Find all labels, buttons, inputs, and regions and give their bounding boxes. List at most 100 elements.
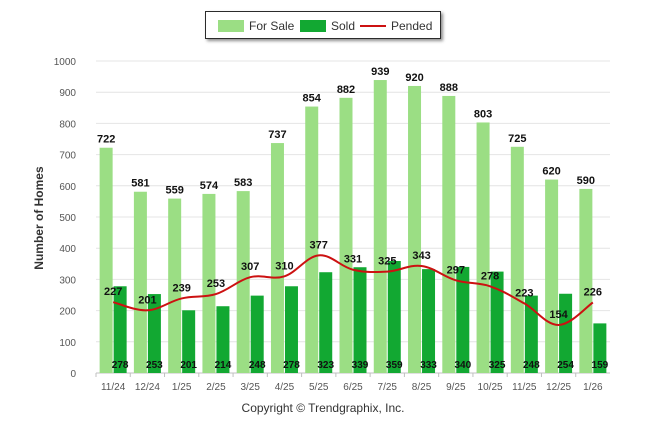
bar-for-sale bbox=[373, 80, 387, 374]
x-tick-label: 12/25 bbox=[546, 382, 571, 393]
data-label-for-sale: 920 bbox=[405, 72, 423, 84]
bar-sold bbox=[559, 293, 573, 373]
y-tick-label: 0 bbox=[70, 369, 76, 380]
data-label-pended: 226 bbox=[584, 286, 602, 298]
data-label-pended: 310 bbox=[275, 260, 293, 272]
x-tick-label: 7/25 bbox=[378, 382, 398, 393]
bar-sold bbox=[113, 286, 127, 373]
bar-for-sale bbox=[305, 106, 319, 373]
data-label-pended: 154 bbox=[549, 309, 568, 321]
data-label-for-sale: 722 bbox=[97, 134, 115, 146]
bar-sold bbox=[284, 286, 298, 373]
data-label-for-sale: 803 bbox=[474, 108, 492, 120]
legend-label-sold: Sold bbox=[331, 19, 356, 33]
bar-sold bbox=[593, 323, 607, 373]
x-tick-label: 1/25 bbox=[172, 382, 192, 393]
line-pended bbox=[112, 254, 594, 326]
bar-for-sale bbox=[270, 143, 284, 373]
legend: For Sale Sold Pended bbox=[205, 11, 441, 39]
bar-for-sale bbox=[133, 191, 147, 373]
y-tick-label: 500 bbox=[59, 213, 76, 224]
data-label-pended: 343 bbox=[412, 250, 430, 262]
data-label-pended: 325 bbox=[378, 256, 396, 268]
legend-swatch-for-sale bbox=[218, 20, 244, 32]
bar-for-sale bbox=[202, 193, 216, 373]
data-label-pended: 227 bbox=[104, 286, 122, 298]
x-tick-label: 5/25 bbox=[309, 382, 329, 393]
bar-sold bbox=[319, 272, 333, 373]
bar-for-sale bbox=[339, 97, 353, 373]
gridlines bbox=[96, 60, 610, 343]
bar-sold bbox=[216, 306, 230, 373]
data-label-sold: 278 bbox=[112, 360, 129, 371]
data-label-pended: 331 bbox=[344, 254, 362, 266]
bar-sold bbox=[422, 269, 436, 373]
legend-line-pended bbox=[360, 25, 386, 27]
bar-for-sale bbox=[510, 146, 524, 373]
data-label-sold: 339 bbox=[352, 360, 369, 371]
x-tick-label: 11/24 bbox=[101, 382, 126, 393]
data-label-sold: 214 bbox=[215, 360, 232, 371]
x-tick-label: 4/25 bbox=[275, 382, 295, 393]
bar-for-sale bbox=[168, 198, 182, 373]
data-label-pended: 377 bbox=[310, 239, 328, 251]
x-tick-label: 11/25 bbox=[512, 382, 537, 393]
data-label-for-sale: 854 bbox=[303, 93, 322, 105]
data-label-for-sale: 939 bbox=[371, 66, 389, 78]
legend-swatch-sold bbox=[300, 20, 326, 32]
data-label-for-sale: 583 bbox=[234, 177, 252, 189]
pended-line bbox=[112, 254, 594, 326]
data-label-pended: 307 bbox=[241, 261, 259, 273]
bar-sold bbox=[353, 267, 367, 373]
y-tick-label: 700 bbox=[59, 151, 76, 162]
bar-sold bbox=[524, 295, 538, 373]
x-axis: 11/24 12/24 1/25 2/25 3/25 4/25 5/25 6/25 7/25 8/… bbox=[95, 372, 610, 393]
copyright-text: Copyright © Trendgraphix, Inc. bbox=[241, 401, 405, 415]
data-label-sold: 254 bbox=[557, 360, 574, 371]
x-tick-label: 6/25 bbox=[343, 382, 363, 393]
bar-for-sale bbox=[545, 179, 559, 373]
y-tick-label: 400 bbox=[59, 244, 76, 255]
data-label-sold: 278 bbox=[283, 360, 300, 371]
data-label-sold: 333 bbox=[420, 360, 437, 371]
data-label-sold: 325 bbox=[489, 360, 506, 371]
x-tick-label: 2/25 bbox=[206, 382, 226, 393]
data-label-pended: 253 bbox=[207, 278, 225, 290]
x-tick-label: 9/25 bbox=[446, 382, 466, 393]
data-label-for-sale: 888 bbox=[440, 82, 458, 94]
bar-sold bbox=[490, 271, 504, 373]
bars bbox=[99, 80, 607, 374]
data-labels: 722 278 581 253 559 201 574 214 583 248 737 278 854 3… bbox=[97, 66, 609, 371]
bar-sold bbox=[456, 266, 470, 373]
data-label-for-sale: 882 bbox=[337, 84, 355, 96]
bar-for-sale bbox=[579, 188, 593, 373]
data-label-sold: 359 bbox=[386, 360, 403, 371]
y-tick-label: 100 bbox=[59, 338, 76, 349]
y-tick-label: 600 bbox=[59, 182, 76, 193]
data-label-sold: 253 bbox=[146, 360, 163, 371]
legend-label-pended: Pended bbox=[391, 19, 433, 33]
bar-sold bbox=[147, 294, 161, 373]
data-label-for-sale: 559 bbox=[165, 185, 183, 197]
x-tick-label: 10/25 bbox=[478, 382, 503, 393]
data-label-for-sale: 590 bbox=[577, 175, 595, 187]
data-label-sold: 340 bbox=[454, 360, 471, 371]
data-label-pended: 201 bbox=[138, 294, 156, 306]
data-label-for-sale: 574 bbox=[200, 180, 219, 192]
data-label-sold: 323 bbox=[317, 360, 334, 371]
data-label-for-sale: 737 bbox=[268, 129, 286, 141]
bar-sold bbox=[250, 295, 264, 373]
bar-for-sale bbox=[408, 85, 422, 374]
bar-for-sale bbox=[442, 95, 456, 373]
data-label-pended: 223 bbox=[515, 287, 533, 299]
y-tick-label: 900 bbox=[59, 88, 76, 99]
data-label-sold: 248 bbox=[523, 360, 540, 371]
data-label-pended: 297 bbox=[447, 264, 465, 276]
y-tick-label: 1000 bbox=[54, 57, 77, 68]
x-tick-label: 12/24 bbox=[135, 382, 160, 393]
legend-label-for-sale: For Sale bbox=[249, 19, 295, 33]
x-tick-label: 8/25 bbox=[412, 382, 432, 393]
bar-sold bbox=[387, 260, 401, 373]
data-label-for-sale: 620 bbox=[542, 166, 560, 178]
